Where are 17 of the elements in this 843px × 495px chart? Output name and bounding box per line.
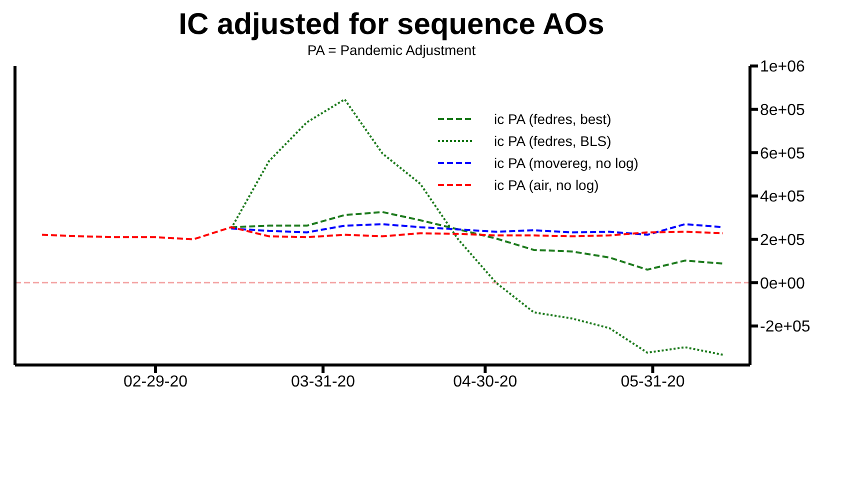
chart-title: IC adjusted for sequence AOs: [178, 8, 606, 42]
y-tick-label: 8e+05: [760, 102, 806, 120]
y-tick-label: 6e+05: [760, 145, 806, 162]
x-tick-label: 04-30-20: [453, 373, 518, 390]
y-tick-label: 0e+00: [760, 275, 806, 292]
y-tick-label: 1e+06: [760, 58, 806, 76]
chart-subtitle: PA = Pandemic Adjustment: [306, 42, 477, 58]
y-tick-label: 4e+05: [760, 188, 806, 206]
x-tick-label: 02-29-20: [123, 373, 188, 390]
y-tick-label: 2e+05: [760, 232, 806, 250]
x-tick-label: 03-31-20: [291, 373, 356, 390]
legend-label: ic PA (air, no log): [494, 177, 599, 193]
y-tick-label: -2e+05: [760, 318, 810, 336]
x-tick-label: 05-31-20: [620, 373, 685, 390]
legend-label: ic PA (fedres, BLS): [494, 133, 612, 149]
legend-label: ic PA (fedres, best): [494, 111, 612, 127]
legend-label: ic PA (movereg, no log): [494, 155, 638, 171]
